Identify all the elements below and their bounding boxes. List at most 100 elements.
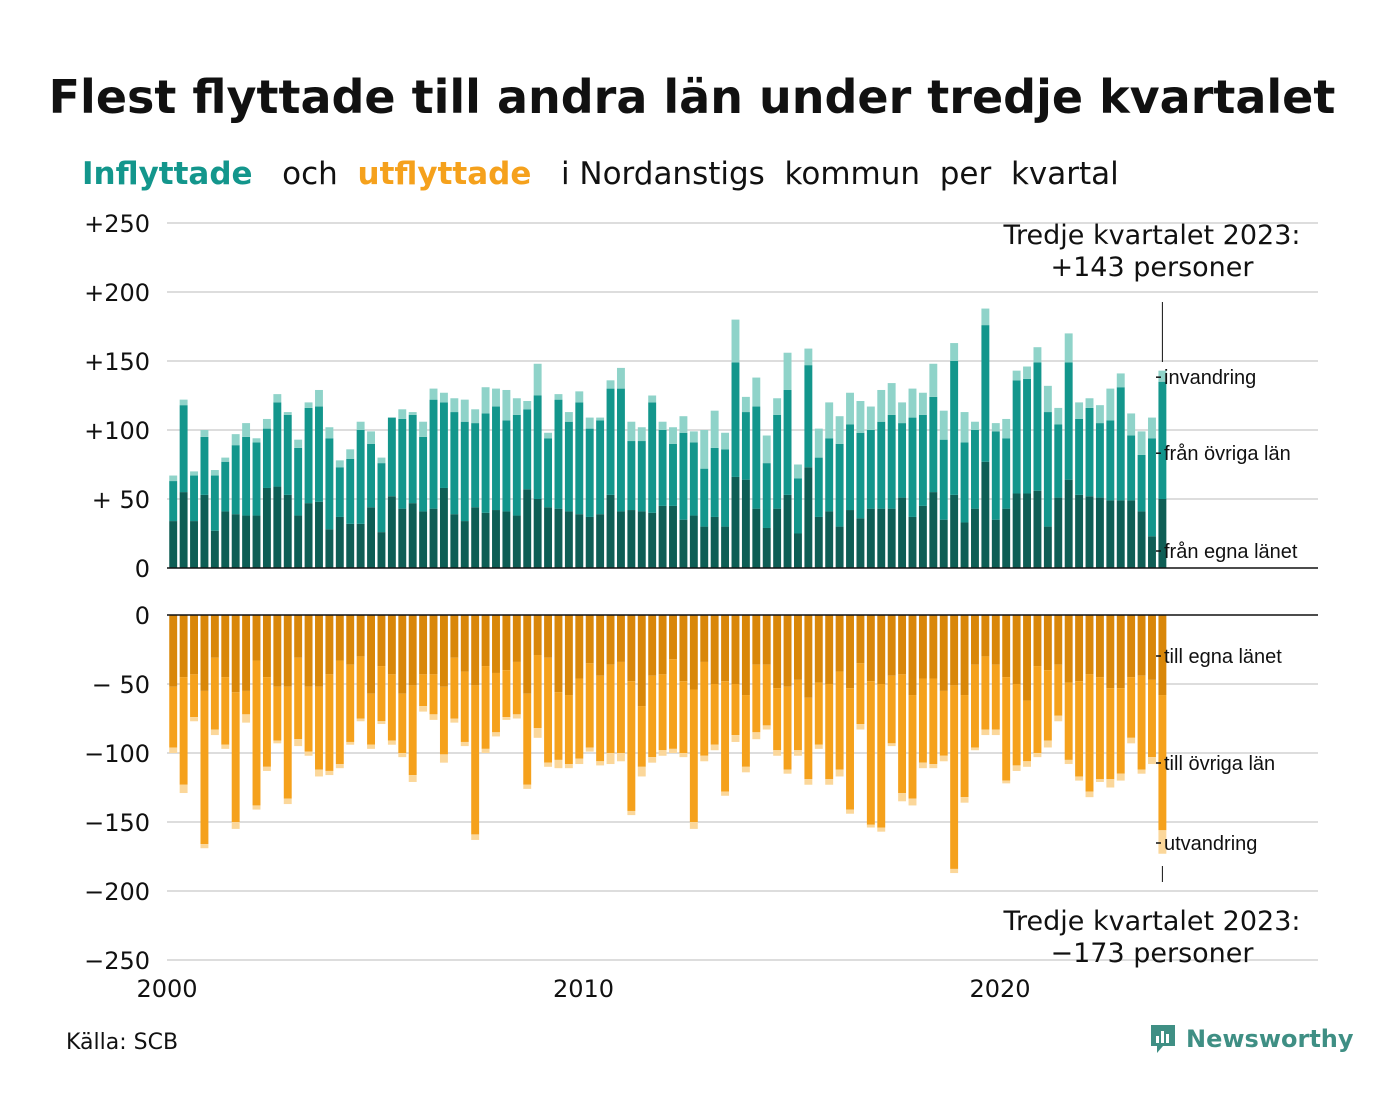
bar-out-utvandring xyxy=(179,784,188,794)
bar-out-egna xyxy=(242,615,251,691)
bar-out-utvandring xyxy=(856,724,865,730)
bar-in-invandring xyxy=(523,401,532,410)
bar-in-ovriga xyxy=(1106,420,1115,501)
bar-in-egna xyxy=(981,461,990,568)
bar-in-egna xyxy=(908,516,917,568)
bar-out-ovriga xyxy=(460,671,469,742)
bar-out-ovriga xyxy=(325,674,334,771)
bar-out-ovriga xyxy=(929,678,938,765)
bar-in-egna xyxy=(221,511,230,568)
bar-out-egna xyxy=(856,615,865,664)
bar-in-egna xyxy=(387,496,396,568)
bar-in-ovriga xyxy=(554,399,563,509)
bar-in-ovriga xyxy=(523,409,532,490)
bar-out-egna xyxy=(616,615,625,662)
bar-out-utvandring xyxy=(439,754,448,763)
bar-in-ovriga xyxy=(544,438,553,508)
bar-out-ovriga xyxy=(439,686,448,755)
bar-out-egna xyxy=(814,615,823,683)
bar-out-egna xyxy=(471,615,480,686)
bar-in-egna xyxy=(1023,493,1031,568)
bar-out-egna xyxy=(700,615,709,662)
bar-out-ovriga xyxy=(512,661,521,715)
bar-out-egna xyxy=(596,615,605,676)
bar-in-invandring xyxy=(419,421,428,437)
bar-out-egna xyxy=(1023,615,1031,701)
bar-out-egna xyxy=(929,615,938,679)
y-tick-label: +250 xyxy=(84,210,150,238)
bar-in-ovriga xyxy=(971,430,979,509)
bar-out-utvandring xyxy=(356,718,365,722)
bar-in-ovriga xyxy=(741,412,750,480)
bar-in-ovriga xyxy=(596,420,605,515)
bar-out-utvandring xyxy=(1023,761,1031,767)
bar-out-egna xyxy=(325,615,334,675)
series-label-bottom: utvandring xyxy=(1164,833,1257,855)
bar-out-utvandring xyxy=(554,759,563,769)
bar-in-ovriga xyxy=(669,443,677,506)
bar-out-egna xyxy=(898,615,907,675)
bar-out-utvandring xyxy=(252,805,261,810)
bar-in-invandring xyxy=(471,409,480,424)
bar-in-invandring xyxy=(637,427,646,442)
bar-in-egna xyxy=(231,514,240,568)
bar-in-ovriga xyxy=(918,414,927,506)
bar-out-utvandring xyxy=(825,779,834,785)
bar-in-egna xyxy=(616,511,625,568)
bar-out-ovriga xyxy=(367,693,376,745)
bar-out-ovriga xyxy=(773,688,782,751)
bar-in-invandring xyxy=(721,432,730,450)
bar-out-egna xyxy=(1148,615,1156,680)
bar-out-utvandring xyxy=(1064,759,1073,765)
bar-out-ovriga xyxy=(1023,700,1031,762)
bar-out-utvandring xyxy=(377,721,386,725)
y-tick-label: +150 xyxy=(84,348,150,376)
bar-out-ovriga xyxy=(481,666,490,749)
annotation-bottom-line1: Tredje kvartalet 2023: xyxy=(1003,906,1301,937)
bar-out-utvandring xyxy=(190,717,198,722)
subtitle-rest: i Nordanstigs kommun per kvartal xyxy=(560,156,1119,192)
bar-out-egna xyxy=(1054,615,1063,665)
bar-in-invandring xyxy=(575,391,584,403)
bar-in-ovriga xyxy=(367,443,376,508)
bar-in-ovriga xyxy=(200,436,209,495)
bar-in-ovriga xyxy=(804,365,813,468)
bar-out-utvandring xyxy=(752,732,761,740)
bar-in-invandring xyxy=(669,427,677,444)
bar-out-ovriga xyxy=(1064,682,1073,760)
bar-out-utvandring xyxy=(1137,769,1146,774)
bar-out-egna xyxy=(1012,615,1021,684)
bar-out-egna xyxy=(356,615,365,657)
bar-in-invandring xyxy=(856,401,865,433)
bar-out-utvandring xyxy=(669,748,677,753)
series-label-top: från egna länet xyxy=(1164,541,1298,563)
bar-in-invandring xyxy=(356,421,365,430)
bar-in-egna xyxy=(315,501,323,568)
newsworthy-logo-text: Newsworthy xyxy=(1186,1025,1354,1053)
bar-out-utvandring xyxy=(315,769,323,777)
bar-in-invandring xyxy=(1033,347,1042,363)
bar-in-egna xyxy=(710,516,719,568)
bar-in-invandring xyxy=(918,392,927,415)
bar-out-ovriga xyxy=(1095,677,1104,780)
bar-in-invandring xyxy=(367,431,376,444)
bar-out-ovriga xyxy=(450,657,459,719)
bar-out-utvandring xyxy=(814,744,823,749)
bar-out-ovriga xyxy=(585,663,594,748)
bar-out-utvandring xyxy=(658,750,667,756)
bar-in-ovriga xyxy=(887,414,896,509)
bar-in-egna xyxy=(533,499,542,568)
bar-out-utvandring xyxy=(606,753,615,765)
bar-out-ovriga xyxy=(315,686,323,770)
bar-in-egna xyxy=(502,511,511,568)
bar-out-utvandring xyxy=(1127,737,1136,744)
bar-in-egna xyxy=(585,516,594,568)
bar-in-ovriga xyxy=(721,449,730,527)
bar-in-invandring xyxy=(492,388,500,407)
bar-out-ovriga xyxy=(231,692,240,822)
bar-in-invandring xyxy=(658,421,667,430)
bar-out-utvandring xyxy=(283,798,292,805)
bar-in-ovriga xyxy=(471,423,480,508)
bar-in-ovriga xyxy=(283,414,292,495)
bar-out-ovriga xyxy=(408,685,417,776)
